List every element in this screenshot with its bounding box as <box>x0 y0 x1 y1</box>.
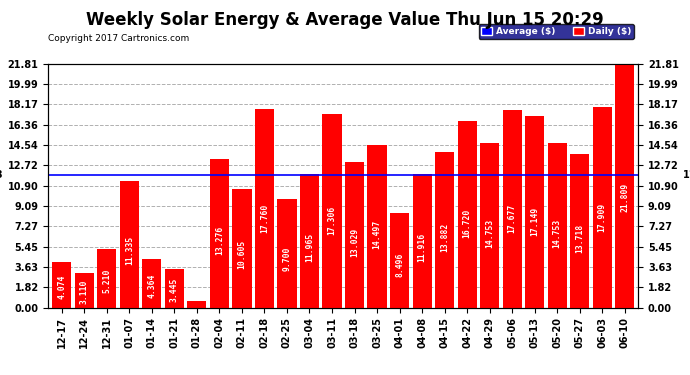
Bar <box>435 152 454 308</box>
Text: 10.605: 10.605 <box>237 240 246 269</box>
Bar <box>165 269 184 308</box>
Text: 14.753: 14.753 <box>553 219 562 248</box>
Bar <box>97 249 117 308</box>
Text: 16.720: 16.720 <box>462 209 472 238</box>
Text: 11.863: 11.863 <box>0 170 4 180</box>
Bar <box>233 189 252 308</box>
Text: Copyright 2017 Cartronics.com: Copyright 2017 Cartronics.com <box>48 34 190 43</box>
Text: 3.110: 3.110 <box>80 280 89 304</box>
Text: 5.210: 5.210 <box>102 269 111 294</box>
Bar <box>615 64 634 308</box>
Text: 4.364: 4.364 <box>148 273 157 298</box>
Text: 13.276: 13.276 <box>215 226 224 255</box>
Bar <box>52 262 71 308</box>
Legend: Average ($), Daily ($): Average ($), Daily ($) <box>479 24 633 39</box>
Text: 8.496: 8.496 <box>395 253 404 277</box>
Text: 13.718: 13.718 <box>575 224 584 253</box>
Bar <box>142 259 161 308</box>
Bar <box>502 110 522 308</box>
Bar <box>300 174 319 308</box>
Text: 17.306: 17.306 <box>328 206 337 235</box>
Text: 4.074: 4.074 <box>57 275 66 299</box>
Bar <box>277 199 297 308</box>
Bar <box>120 181 139 308</box>
Bar <box>188 301 206 307</box>
Text: 11.863: 11.863 <box>682 170 690 180</box>
Text: 17.677: 17.677 <box>508 204 517 233</box>
Text: Weekly Solar Energy & Average Value Thu Jun 15 20:29: Weekly Solar Energy & Average Value Thu … <box>86 11 604 29</box>
Text: 14.497: 14.497 <box>373 220 382 249</box>
Text: 17.760: 17.760 <box>260 204 269 233</box>
Text: 21.809: 21.809 <box>620 183 629 213</box>
Text: 9.700: 9.700 <box>282 246 291 271</box>
Bar <box>480 142 499 308</box>
Text: 14.753: 14.753 <box>485 219 494 248</box>
Text: 13.882: 13.882 <box>440 223 449 252</box>
Bar <box>255 109 274 307</box>
Bar <box>368 146 386 308</box>
Bar <box>322 114 342 308</box>
Text: 11.335: 11.335 <box>125 236 134 265</box>
Text: 17.149: 17.149 <box>530 207 539 236</box>
Bar <box>413 174 432 308</box>
Bar <box>457 121 477 308</box>
Bar <box>75 273 94 308</box>
Bar <box>210 159 229 308</box>
Bar <box>345 162 364 308</box>
Text: 11.916: 11.916 <box>417 233 426 262</box>
Bar <box>548 142 566 308</box>
Text: 11.965: 11.965 <box>305 233 314 262</box>
Bar <box>525 116 544 308</box>
Bar <box>593 107 612 308</box>
Text: 17.909: 17.909 <box>598 203 607 232</box>
Text: 13.029: 13.029 <box>350 227 359 256</box>
Bar <box>390 213 409 308</box>
Bar <box>570 154 589 308</box>
Text: 3.445: 3.445 <box>170 278 179 302</box>
